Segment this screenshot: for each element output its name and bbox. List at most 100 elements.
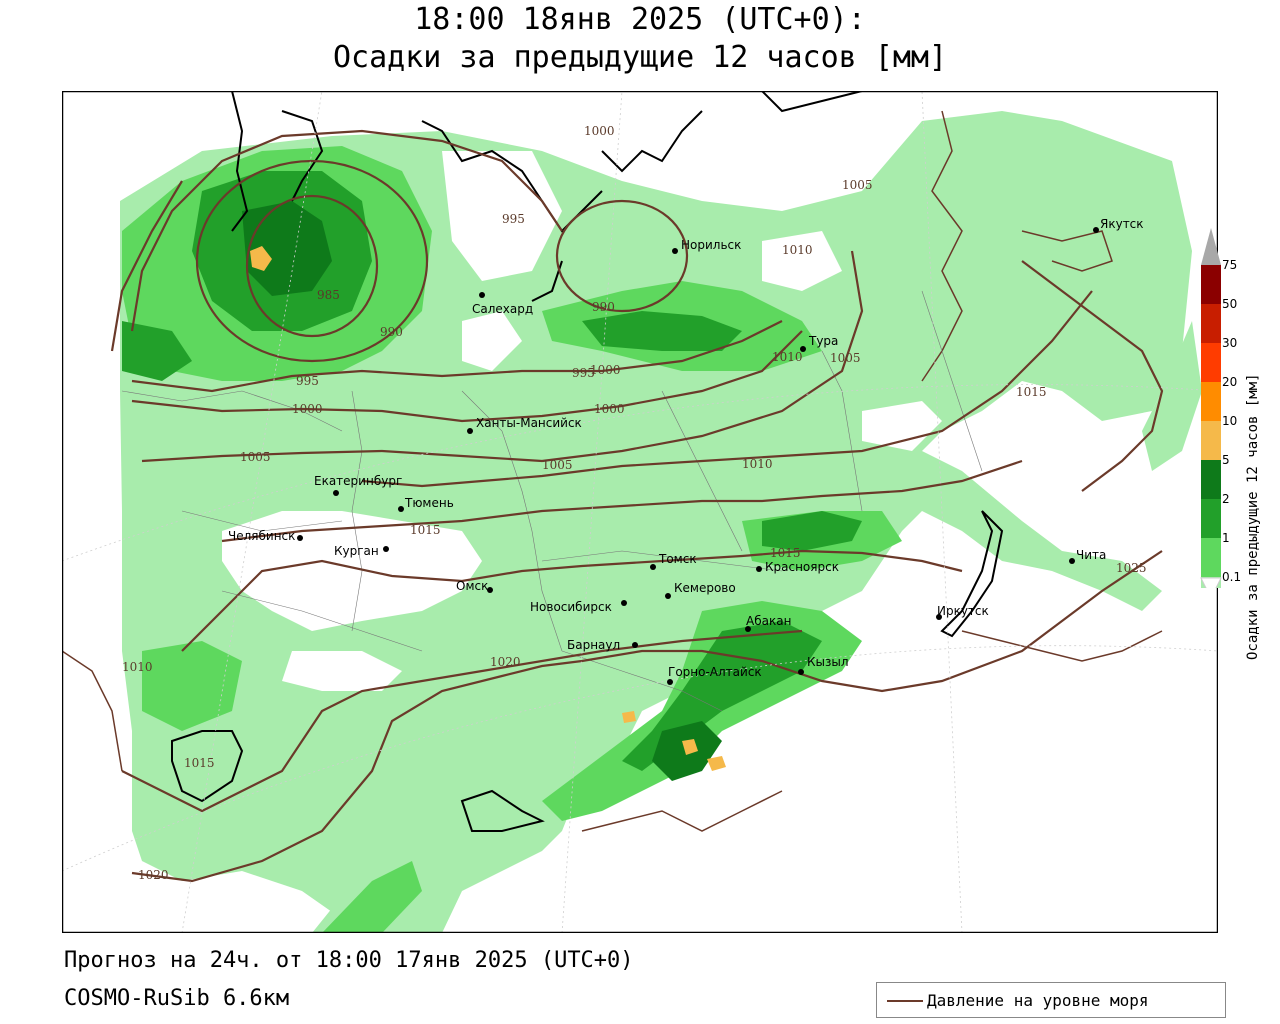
city-dot	[800, 346, 806, 352]
city-dot	[479, 292, 485, 298]
isobar-label: 1020	[138, 868, 169, 882]
city-dot	[333, 490, 339, 496]
isobar-legend-label: Давление на уровне моря	[927, 991, 1149, 1010]
city-label: Новосибирск	[530, 600, 612, 614]
scale-label: 20	[1222, 375, 1238, 389]
isobar-label: 995	[572, 366, 595, 380]
city-dot	[667, 679, 673, 685]
city-label: Омск	[456, 579, 488, 593]
city-label: Тюмень	[404, 496, 454, 510]
city-dot	[672, 248, 678, 254]
city-dot	[467, 428, 473, 434]
city-label: Челябинск	[228, 529, 295, 543]
pressure-legend: Давление на уровне моря	[876, 982, 1226, 1018]
city-dot	[756, 566, 762, 572]
city-label: Кемерово	[674, 581, 736, 595]
city-dot	[487, 587, 493, 593]
isobar-legend-swatch	[887, 1000, 923, 1002]
isobar-label: 1010	[122, 660, 153, 674]
city-dot	[297, 535, 303, 541]
city-label: Чита	[1076, 548, 1106, 562]
scale-label: 10	[1222, 414, 1238, 428]
city-label: Томск	[658, 552, 697, 566]
isobar-label: 1025	[1116, 561, 1147, 575]
city-label: Тура	[808, 334, 838, 348]
city-label: Салехард	[472, 302, 533, 316]
isobar-label: 1020	[490, 655, 521, 669]
isobar-label: 1000	[590, 363, 621, 377]
scale-label: 50	[1222, 297, 1238, 311]
city-label: Ханты-Мансийск	[476, 416, 582, 430]
scale-cell	[1201, 421, 1221, 460]
isobar-label: 1015	[410, 523, 441, 537]
city-label: Абакан	[746, 614, 791, 628]
model-name: COSMO-RuSib 6.6км	[64, 986, 290, 1011]
scale-cell	[1201, 499, 1221, 538]
city-label: Норильск	[681, 238, 741, 252]
scale-label: 2	[1222, 492, 1230, 506]
isobar-label: 995	[502, 212, 525, 226]
precip-orange-spots	[250, 246, 726, 771]
city-dot	[383, 546, 389, 552]
isobar-label: 1010	[742, 457, 773, 471]
city-label: Якутск	[1100, 217, 1144, 231]
graticule	[62, 91, 1218, 933]
scale-label: 75	[1222, 258, 1238, 272]
isobar-label: 1000	[584, 124, 615, 138]
precip-color-scale	[1200, 228, 1222, 616]
scale-label: 30	[1222, 336, 1238, 350]
scale-title: Осадки за предыдущие 12 часов [мм]	[1245, 373, 1261, 660]
coastlines	[171, 91, 1004, 832]
isobar-label: 990	[380, 325, 403, 339]
city-dot	[1093, 227, 1099, 233]
scale-overflow-arrow	[1201, 228, 1221, 265]
admin-borders	[121, 290, 983, 712]
city-label: Красноярск	[765, 560, 839, 574]
city-dot	[650, 564, 656, 570]
isobar-label: 1010	[782, 243, 813, 257]
city-dot	[398, 506, 404, 512]
isobar-label: 995	[296, 374, 319, 388]
scale-label: 1	[1222, 531, 1230, 545]
isobar-label: 1000	[292, 402, 323, 416]
map-title-field: Осадки за предыдущие 12 часов [мм]	[332, 40, 948, 75]
city-label: Иркутск	[937, 604, 989, 618]
city-dot	[936, 614, 942, 620]
isobar-label: 1005	[240, 450, 271, 464]
city-label: Барнаул	[567, 638, 620, 652]
terrain-contours	[62, 110, 1163, 832]
scale-cells	[1201, 265, 1221, 616]
no-precip-area	[222, 151, 1172, 691]
isobar-label: 985	[317, 288, 340, 302]
isobar-label: 1015	[770, 546, 801, 560]
scale-cell	[1201, 382, 1221, 421]
isobar-label: 1005	[542, 458, 573, 472]
city-dot	[632, 642, 638, 648]
scale-label: 0.1	[1222, 570, 1242, 584]
scale-cell	[1201, 460, 1221, 499]
city-dot	[665, 593, 671, 599]
isobar-label: 1005	[842, 178, 873, 192]
scale-cell	[1201, 343, 1221, 382]
scale-bar	[1200, 228, 1222, 616]
city-dot	[1069, 558, 1075, 564]
city-label: Екатеринбург	[314, 474, 402, 488]
isobars	[110, 129, 1164, 883]
city-label: Кызыл	[807, 655, 849, 669]
isobar-label: 1015	[184, 756, 215, 770]
city-dot	[745, 626, 751, 632]
city-dot	[798, 669, 804, 675]
scale-label: 5	[1222, 453, 1230, 467]
map-title-time: 18:00 18янв 2025 (UTC+0):	[414, 2, 866, 37]
isobar-label: 1010	[772, 350, 803, 364]
scale-cell	[1201, 304, 1221, 343]
city-label: Курган	[334, 544, 379, 558]
city-dot	[621, 600, 627, 606]
city-label: Горно-Алтайск	[668, 665, 762, 679]
isobar-label: 1005	[830, 351, 861, 365]
precipitation-map: 1000 995 985 990 995 1000 1005 1000 1005 1010 995 1…	[62, 91, 1218, 933]
scale-cell	[1201, 538, 1221, 577]
scale-cell	[1201, 265, 1221, 304]
